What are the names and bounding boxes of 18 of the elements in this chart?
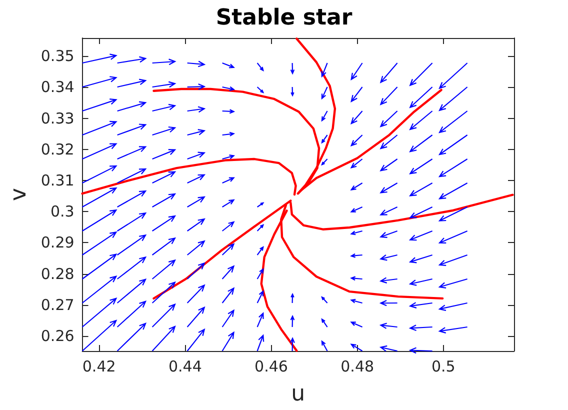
y-tick-label: 0.31 [40, 172, 74, 190]
x-tick-label: 0.46 [254, 358, 288, 376]
y-tick-label: 0.26 [40, 327, 74, 346]
y-axis-title: v [6, 188, 32, 202]
x-tick-label: 0.48 [340, 358, 374, 376]
y-tick-label: 0.33 [40, 109, 74, 128]
y-tick-label: 0.34 [40, 78, 74, 96]
x-axis-title: u [291, 382, 306, 406]
x-tick-label: 0.5 [431, 358, 456, 376]
y-tick-label: 0.35 [40, 47, 74, 66]
chart-title: Stable star [216, 6, 352, 30]
y-tick-label: 0.32 [40, 140, 74, 158]
x-tick-label: 0.44 [168, 358, 202, 376]
y-tick-label: 0.3 [50, 202, 74, 221]
y-tick-label: 0.28 [40, 264, 74, 283]
y-tick-label: 0.29 [40, 234, 74, 252]
x-tick-label: 0.42 [82, 358, 116, 376]
y-tick-label: 0.27 [40, 296, 74, 314]
